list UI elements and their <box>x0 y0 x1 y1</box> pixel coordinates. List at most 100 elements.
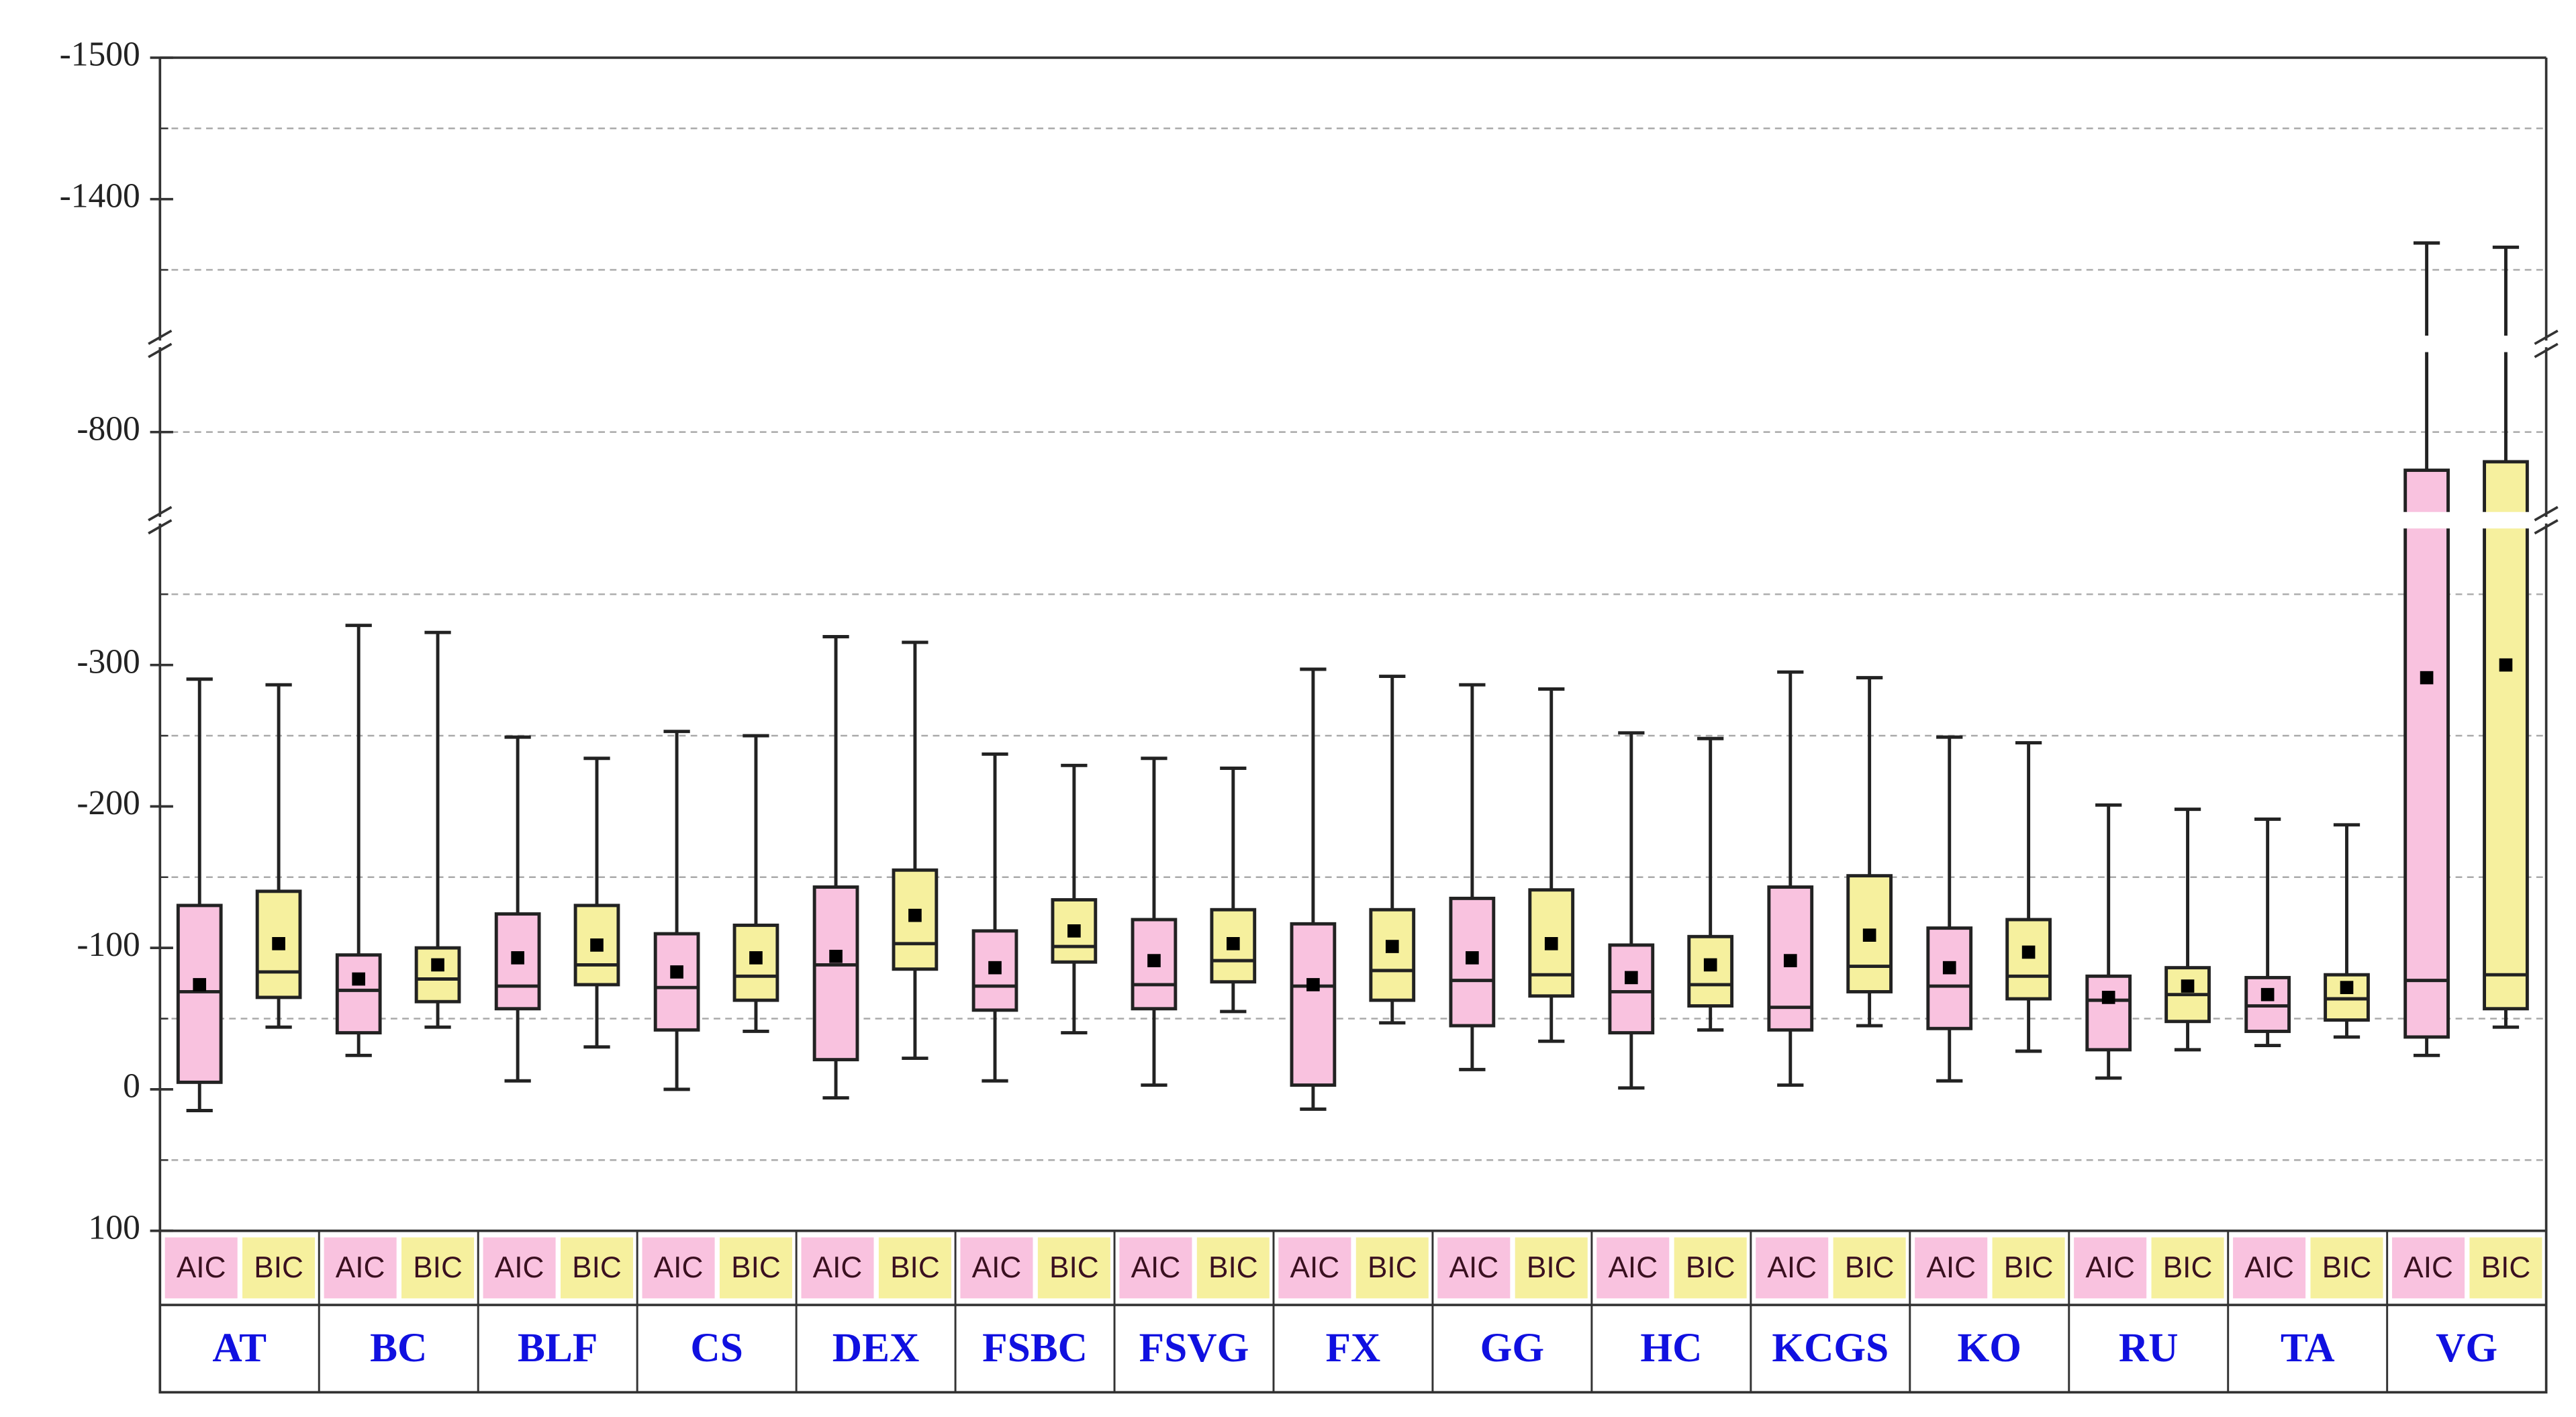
series-label: BIC <box>2004 1251 2054 1284</box>
label-frame <box>158 1229 2548 1394</box>
category-label: FX <box>1326 1325 1381 1371</box>
series-label: BIC <box>1049 1251 1099 1284</box>
mean <box>670 965 683 979</box>
mean <box>272 937 285 950</box>
series-cell <box>2151 1237 2224 1299</box>
mean <box>1783 954 1797 967</box>
series-label: BIC <box>2481 1251 2531 1284</box>
series-cell <box>560 1237 634 1299</box>
series-cell <box>1515 1237 1588 1299</box>
y-tick-label: -1500 <box>60 36 140 74</box>
series-label: AIC <box>1290 1251 1340 1284</box>
series-cell <box>401 1237 475 1299</box>
series-cell <box>1992 1237 2065 1299</box>
category-label: TA <box>2281 1325 2335 1371</box>
box <box>1926 926 1973 1030</box>
mean <box>431 958 444 972</box>
series-cell <box>1756 1237 1829 1299</box>
series-label: AIC <box>813 1251 863 1284</box>
series-label: BIC <box>572 1251 622 1284</box>
mean <box>1625 971 1638 985</box>
box <box>176 903 223 1084</box>
series-label: BIC <box>890 1251 940 1284</box>
series-cell <box>719 1237 792 1299</box>
y-tick-label: -100 <box>77 926 140 964</box>
box <box>1687 934 1734 1008</box>
series-cell <box>1915 1237 1988 1299</box>
category-label: HC <box>1640 1325 1702 1371</box>
y-tick-label: -1400 <box>60 177 140 215</box>
mean <box>2340 981 2354 994</box>
series-cell <box>2233 1237 2306 1299</box>
series-label: AIC <box>1608 1251 1658 1284</box>
series-label: AIC <box>2085 1251 2135 1284</box>
category-label: KO <box>1958 1325 2021 1371</box>
box <box>1051 898 1098 964</box>
series-cell <box>2392 1237 2465 1299</box>
category-label: BLF <box>518 1325 598 1371</box>
series-cell <box>1674 1237 1747 1299</box>
box <box>2005 918 2052 1001</box>
series-label: BIC <box>1845 1251 1895 1284</box>
y-tick-label: 100 <box>89 1208 140 1247</box>
series-label: AIC <box>336 1251 385 1284</box>
box <box>335 953 382 1035</box>
mean <box>1227 937 1240 950</box>
mean <box>2499 658 2513 672</box>
series-label: AIC <box>495 1251 544 1284</box>
series-label: BIC <box>2163 1251 2213 1284</box>
break-band <box>161 336 2545 352</box>
series-label: BIC <box>413 1251 463 1284</box>
series-label: AIC <box>177 1251 226 1284</box>
mean <box>2181 979 2195 993</box>
mean <box>908 908 922 922</box>
category-label: VG <box>2436 1325 2497 1371</box>
series-label: AIC <box>1926 1251 1976 1284</box>
y-tick-label: 0 <box>123 1067 140 1106</box>
series-cell <box>1437 1237 1511 1299</box>
mean <box>1544 937 1558 950</box>
mean <box>193 978 207 991</box>
series-cell <box>242 1237 316 1299</box>
box <box>1369 908 1416 1002</box>
break-band <box>161 511 2545 529</box>
series-label: BIC <box>1686 1251 1735 1284</box>
mean <box>590 938 604 952</box>
series-cell <box>878 1237 951 1299</box>
category-label: KCGS <box>1772 1325 1889 1371</box>
series-cell <box>1355 1237 1429 1299</box>
box <box>2483 460 2529 1011</box>
mean <box>829 949 843 963</box>
mean <box>2021 945 2036 959</box>
category-label: BC <box>370 1325 427 1371</box>
series-cell <box>483 1237 556 1299</box>
mean <box>2101 991 2115 1004</box>
series-label: BIC <box>1208 1251 1258 1284</box>
box <box>1608 943 1655 1035</box>
box <box>2403 469 2450 1039</box>
series-label: BIC <box>1527 1251 1576 1284</box>
y-tick-label: -200 <box>77 784 140 822</box>
series-cell <box>1196 1237 1270 1299</box>
series-label: AIC <box>654 1251 704 1284</box>
series-cell <box>1119 1237 1192 1299</box>
series-cell <box>164 1237 238 1299</box>
mean <box>1703 958 1717 972</box>
series-label: AIC <box>1131 1251 1181 1284</box>
series-label: BIC <box>254 1251 303 1284</box>
mean <box>352 972 365 986</box>
series-cell <box>1596 1237 1670 1299</box>
box <box>2085 974 2132 1052</box>
category-label: GG <box>1480 1325 1544 1371</box>
category-label: CS <box>690 1325 743 1371</box>
series-cell <box>1037 1237 1110 1299</box>
series-label: AIC <box>2403 1251 2453 1284</box>
box <box>653 932 700 1032</box>
series-label: AIC <box>972 1251 1022 1284</box>
category-label: AT <box>212 1325 267 1371</box>
category-label: FSVG <box>1139 1325 1249 1371</box>
series-cell <box>2074 1237 2147 1299</box>
y-tick-label: -300 <box>77 642 140 681</box>
